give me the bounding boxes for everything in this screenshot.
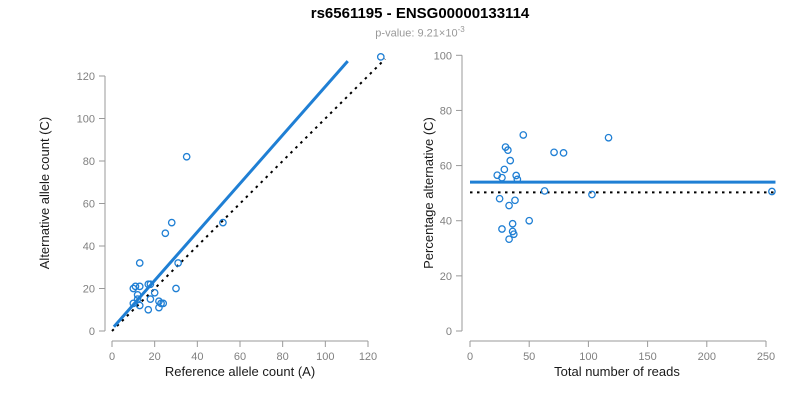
y-axis-tick-label: 80 [440,105,452,117]
data-point [513,175,522,184]
x-axis-tick-label: 20 [149,351,161,363]
identity-line [111,58,386,332]
y-axis-tick-label: 60 [440,161,452,173]
data-point [511,196,519,205]
y-axis-tick-label: 100 [434,50,452,62]
data-point [135,259,144,267]
data-point [219,218,227,227]
x-axis-tick-label: 100 [579,351,597,363]
x-axis-tick-label: 0 [467,351,473,363]
y-axis-tick-label: 40 [440,216,452,228]
x-axis-tick-label: 120 [359,351,377,363]
y-axis-tick-label: 100 [77,114,95,126]
x-axis-tick-label: 50 [523,351,535,363]
data-point [144,305,153,314]
data-point [131,282,140,291]
p-value-text: p-value: 9.21×10 [375,27,458,40]
data-point [182,152,191,161]
y-axis-tick-label: 0 [446,326,452,338]
x-axis-tick-label: 40 [191,351,203,363]
y-axis-tick-label: 40 [83,241,95,253]
data-point [493,171,502,180]
data-point [509,230,518,239]
y-axis-tick-label: 20 [440,271,452,283]
data-point [604,133,613,142]
y-axis-tick-label: 120 [77,71,95,83]
data-point [540,187,549,195]
x-axis-tick-label: 0 [109,351,115,363]
right-scatter-plot: 0 20 40 60 80 100 0 50 100 150 200 250 Total number… [421,50,776,379]
data-point [172,284,180,293]
data-point [167,218,176,227]
data-point [161,229,170,238]
data-point [146,280,155,289]
data-point [155,303,163,312]
p-value-exponent: -3 [457,25,465,34]
data-point [495,194,504,203]
right-plot-x-axis-label: Total number of reads [554,364,680,379]
left-plot-x-axis-label: Reference allele count (A) [165,364,315,379]
data-point [768,187,776,196]
data-point [146,295,155,303]
data-point [498,225,506,233]
data-point [506,156,515,165]
figure-subtitle: p-value: 9.21×10-3 [40,25,800,40]
left-plot-render-layer: 0 20 40 60 80 100 120 0 20 40 60 80 100 120 [77,53,386,363]
data-point [135,282,144,291]
data-point [512,171,521,180]
data-point [519,131,528,139]
y-axis-tick-label: 20 [83,284,95,296]
right-plot-render-layer: 0 20 40 60 80 100 0 50 100 150 200 250 [434,50,776,363]
x-axis-tick-label: 250 [757,351,775,363]
y-axis-tick-label: 80 [83,156,95,168]
data-point [559,149,568,157]
y-axis-tick-label: 0 [89,326,95,338]
x-axis-tick-label: 100 [316,351,334,363]
x-axis-tick-label: 200 [698,351,716,363]
data-point [504,146,512,154]
data-point [508,219,517,228]
right-plot-y-axis-label: Percentage alternative (C) [421,117,436,269]
data-point [550,148,558,157]
data-point [159,299,168,308]
data-point [376,53,385,61]
x-axis-tick-label: 80 [277,351,289,363]
data-point [133,291,142,299]
data-point [588,190,596,199]
x-axis-tick-label: 150 [638,351,656,363]
left-scatter-plot: 0 20 40 60 80 100 120 0 20 40 60 80 100 120 Reference… [37,53,386,379]
left-plot-y-axis-label: Alternative allele count (C) [37,117,52,269]
data-point [525,216,534,225]
y-axis-tick-label: 60 [83,199,95,211]
data-point [505,235,513,244]
data-point [135,301,144,310]
data-point [505,201,513,210]
data-point [150,288,159,297]
x-axis-tick-label: 60 [234,351,246,363]
figure-title: rs6561195 - ENSG00000133114 [310,5,530,22]
data-point [174,259,182,267]
data-point [500,165,509,174]
